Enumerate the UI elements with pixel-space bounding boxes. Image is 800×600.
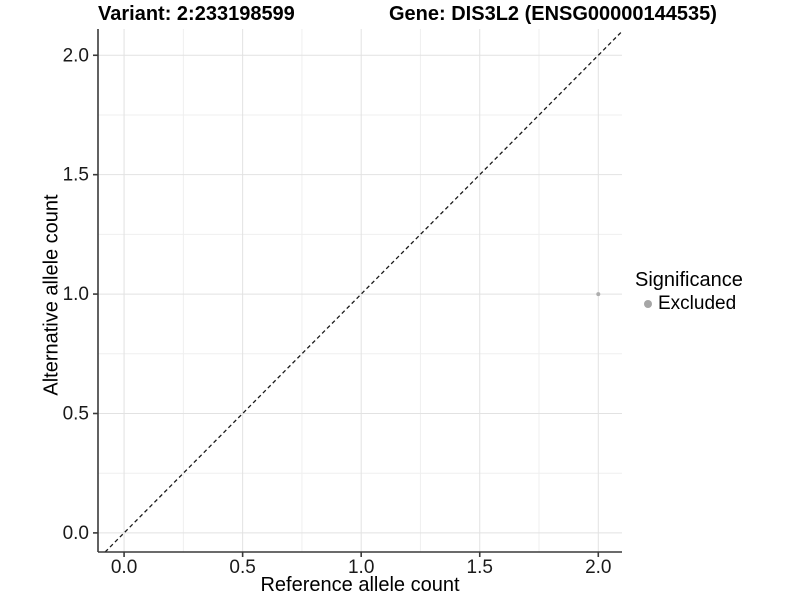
legend-title: Significance bbox=[635, 269, 743, 291]
x-tick-label: 1.0 bbox=[348, 557, 374, 578]
legend-item-excluded: Excluded bbox=[635, 293, 743, 315]
y-tick-label: 1.0 bbox=[63, 284, 89, 305]
y-tick-label: 0.0 bbox=[63, 523, 89, 544]
x-axis-title: Reference allele count bbox=[260, 574, 460, 596]
legend: Significance Excluded bbox=[635, 269, 743, 315]
x-tick-label: 0.5 bbox=[229, 557, 255, 578]
x-tick-label: 2.0 bbox=[585, 557, 611, 578]
identity-reference-line bbox=[104, 30, 623, 553]
x-tick-label: 0.0 bbox=[111, 557, 137, 578]
excluded-point-icon bbox=[644, 300, 652, 308]
legend-item-label: Excluded bbox=[658, 293, 737, 314]
y-tick-label: 2.0 bbox=[63, 45, 89, 66]
gene-title: Gene: DIS3L2 (ENSG00000144535) bbox=[389, 3, 717, 25]
data-point bbox=[596, 292, 601, 297]
y-tick-label: 0.5 bbox=[63, 403, 89, 424]
x-tick-label: 1.5 bbox=[467, 557, 493, 578]
y-tick-label: 1.5 bbox=[63, 165, 89, 186]
variant-title: Variant: 2:233198599 bbox=[98, 3, 295, 25]
